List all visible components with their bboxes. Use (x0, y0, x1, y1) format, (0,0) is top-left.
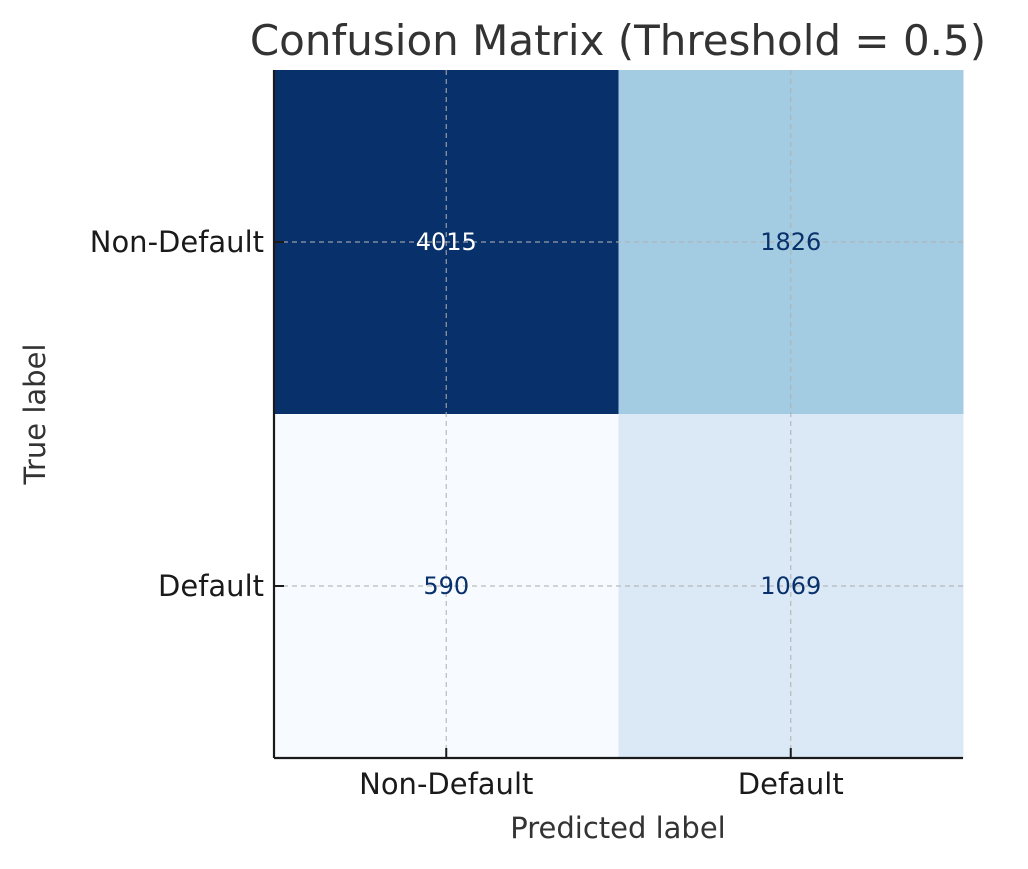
cell-value-1-0: 590 (423, 572, 469, 600)
x-tick-label-1: Default (738, 767, 844, 801)
x-tick-label-0: Non-Default (359, 767, 533, 801)
cell-value-0-0: 4015 (416, 228, 477, 256)
chart-title: Confusion Matrix (Threshold = 0.5) (250, 16, 986, 65)
y-axis-label: True label (18, 344, 52, 486)
x-axis-label: Predicted label (510, 811, 726, 845)
y-tick-label-0: Non-Default (90, 225, 264, 259)
y-tick-label-1: Default (158, 569, 264, 603)
cell-value-1-1: 1069 (760, 572, 821, 600)
grid-lines (274, 70, 963, 758)
cell-value-0-1: 1826 (760, 228, 821, 256)
x-axis-ticks: Non-Default Default (359, 748, 844, 801)
heatmap-cells (274, 70, 964, 759)
y-axis-ticks: Non-Default Default (90, 225, 284, 603)
axes-spines (272, 70, 963, 760)
cell-value-labels: 4015 1826 590 1069 (416, 228, 822, 600)
